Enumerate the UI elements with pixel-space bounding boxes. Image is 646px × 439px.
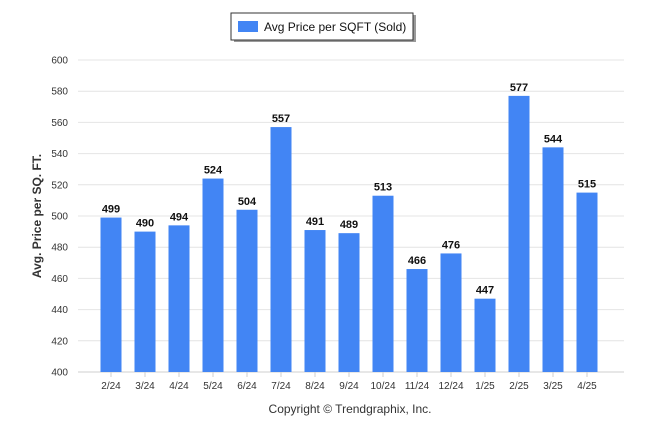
bar-5-24[interactable] xyxy=(202,178,224,372)
data-label: 476 xyxy=(442,239,460,251)
bars xyxy=(100,95,598,372)
x-tick-label: 6/24 xyxy=(237,381,257,392)
x-tick-label: 3/24 xyxy=(135,381,155,392)
x-axis-ticks: 2/24 3/24 4/24 5/24 6/24 7/24 8/24 9/24 10/24 11/… xyxy=(101,372,597,392)
x-tick-label: 8/24 xyxy=(305,381,325,392)
data-label: 489 xyxy=(340,219,358,231)
data-label: 447 xyxy=(476,285,494,297)
data-label: 504 xyxy=(238,196,257,208)
x-tick-label: 1/25 xyxy=(475,381,495,392)
bar-8-24[interactable] xyxy=(304,230,326,372)
y-tick-label: 400 xyxy=(51,368,68,379)
x-tick-label: 4/25 xyxy=(577,381,597,392)
x-tick-label: 4/24 xyxy=(169,381,189,392)
y-tick-label: 540 xyxy=(51,149,68,160)
data-label: 513 xyxy=(374,182,392,194)
bar-4-24[interactable] xyxy=(168,225,190,372)
x-tick-label: 2/25 xyxy=(509,381,529,392)
bar-3-25[interactable] xyxy=(542,147,564,372)
y-axis-title: Avg. Price per SQ. FT. xyxy=(30,154,44,278)
data-label: 491 xyxy=(306,216,324,228)
data-label: 577 xyxy=(510,82,528,94)
x-tick-label: 9/24 xyxy=(339,381,359,392)
legend-swatch xyxy=(238,21,258,32)
data-label: 494 xyxy=(170,211,189,223)
bar-2-25[interactable] xyxy=(508,95,530,372)
x-tick-label: 3/25 xyxy=(543,381,563,392)
data-labels: 499 490 494 524 504 557 491 489 513 466 476 447 577 5… xyxy=(102,82,596,297)
data-label: 490 xyxy=(136,218,154,230)
y-tick-label: 440 xyxy=(51,305,68,316)
x-tick-label: 11/24 xyxy=(405,381,430,392)
x-tick-label: 10/24 xyxy=(370,381,395,392)
y-axis-ticks: 400 420 440 460 480 500 520 540 560 580 600 xyxy=(51,56,68,379)
bar-2-24[interactable] xyxy=(100,217,122,372)
y-tick-label: 500 xyxy=(51,212,68,223)
bar-3-24[interactable] xyxy=(134,231,156,372)
data-label: 544 xyxy=(544,133,563,145)
x-tick-label: 12/24 xyxy=(438,381,463,392)
y-tick-label: 580 xyxy=(51,87,68,98)
bar-1-25[interactable] xyxy=(474,298,496,372)
x-tick-label: 5/24 xyxy=(203,381,223,392)
bar-12-24[interactable] xyxy=(440,253,462,372)
bar-9-24[interactable] xyxy=(338,233,360,372)
data-label: 515 xyxy=(578,179,596,191)
y-tick-label: 460 xyxy=(51,274,68,285)
data-label: 499 xyxy=(102,204,120,216)
copyright-text: Copyright © Trendgraphix, Inc. xyxy=(269,402,432,416)
y-tick-label: 520 xyxy=(51,180,68,191)
legend-label: Avg Price per SQFT (Sold) xyxy=(264,20,406,34)
data-label: 524 xyxy=(204,165,223,177)
data-label: 466 xyxy=(408,255,426,267)
x-tick-label: 7/24 xyxy=(271,381,291,392)
bar-11-24[interactable] xyxy=(406,269,428,372)
grid-lines xyxy=(78,59,624,373)
y-tick-label: 560 xyxy=(51,118,68,129)
bar-10-24[interactable] xyxy=(372,195,394,372)
y-tick-label: 600 xyxy=(51,56,68,67)
bar-4-25[interactable] xyxy=(576,192,598,372)
x-tick-label: 2/24 xyxy=(101,381,121,392)
bar-7-24[interactable] xyxy=(270,127,292,372)
data-label: 557 xyxy=(272,113,290,125)
y-tick-label: 420 xyxy=(51,336,68,347)
legend[interactable]: Avg Price per SQFT (Sold) xyxy=(230,12,416,42)
bar-6-24[interactable] xyxy=(236,209,258,372)
y-tick-label: 480 xyxy=(51,243,68,254)
